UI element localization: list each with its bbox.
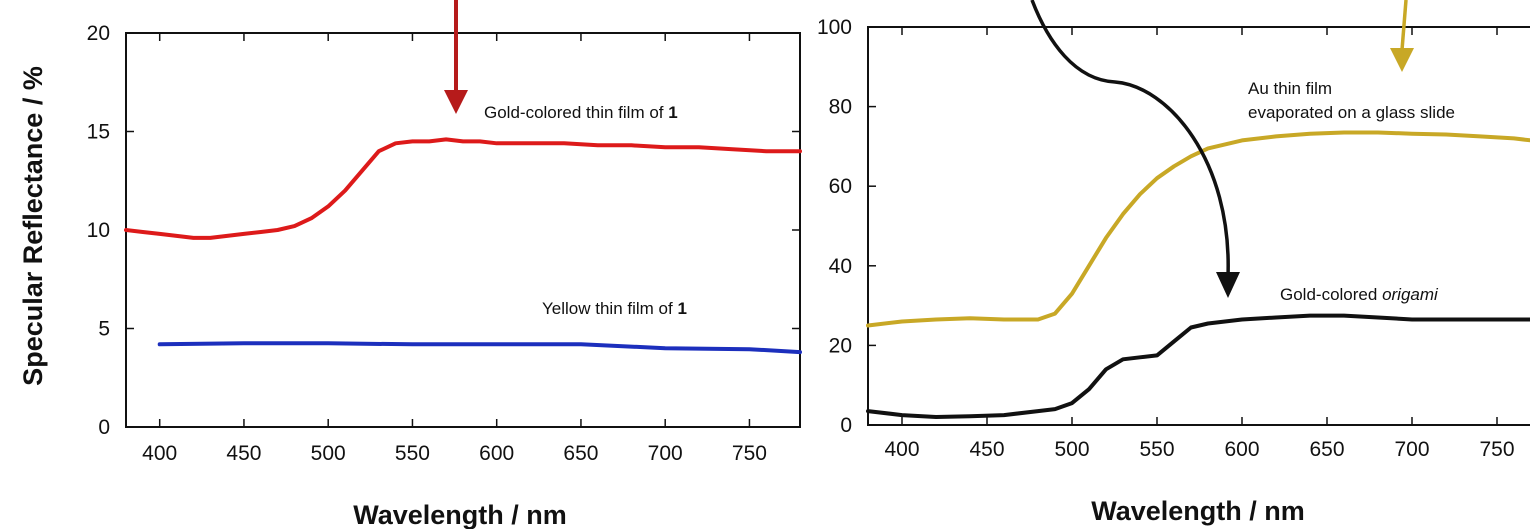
left-y-tick-label: 20 (87, 22, 110, 45)
right-y-tick-label: 20 (829, 334, 852, 357)
right-x-tick-label: 650 (1309, 438, 1344, 461)
right-x-tick-label: 750 (1479, 438, 1514, 461)
left-x-tick-label: 650 (563, 442, 598, 465)
right-y-tick-label: 100 (817, 16, 852, 39)
left-ticks: 400 450 500 550 600 650 700 750 0 5 10 15 20 (87, 22, 800, 465)
right-gold-arrow (1400, 0, 1408, 51)
right-series (866, 130, 1530, 419)
left-x-tick-label: 700 (648, 442, 683, 465)
right-x-tick-label: 500 (1054, 438, 1089, 461)
right-ticks: 400 450 500 550 600 650 700 750 0 20 40 60 80 100 (817, 16, 1515, 461)
right-series-line-1 (866, 313, 1530, 419)
left-x-tick-label: 500 (311, 442, 346, 465)
right-x-axis-title: Wavelength / nm (1091, 496, 1305, 526)
right-x-tick-label: 450 (969, 438, 1004, 461)
right-y-tick-label: 0 (840, 414, 852, 437)
left-red-arrowhead (444, 90, 468, 114)
right-plot-frame (867, 26, 1530, 426)
series-label-yellow-film: Yellow thin film of 1 (542, 299, 687, 318)
left-x-tick-label: 450 (226, 442, 261, 465)
left-x-tick-label: 400 (142, 442, 177, 465)
series-label-au-film-line1: Au thin film (1248, 79, 1332, 98)
left-x-tick-label: 550 (395, 442, 430, 465)
right-y-tick-label: 60 (829, 175, 852, 198)
left-y-tick-label: 10 (87, 219, 110, 242)
left-y-tick-label: 5 (98, 318, 110, 341)
right-black-arrowhead (1216, 272, 1240, 298)
left-x-tick-label: 600 (479, 442, 514, 465)
right-panel: 400 450 500 550 600 650 700 750 0 20 40 60 80 100 Au … (817, 0, 1530, 526)
left-y-tick-label: 15 (87, 121, 110, 144)
left-y-axis-title: Specular Reflectance / % (18, 66, 48, 386)
series-label-au-film-line2: evaporated on a glass slide (1248, 103, 1455, 122)
right-y-tick-label: 80 (829, 96, 852, 119)
left-x-axis-title: Wavelength / nm (353, 500, 567, 529)
series-label-origami: Gold-colored origami (1280, 285, 1439, 304)
left-series-line-1 (157, 341, 802, 355)
right-black-arrow (1030, 0, 1230, 277)
left-series (124, 137, 802, 355)
left-series-line-0 (124, 137, 802, 240)
left-y-tick-label: 0 (98, 416, 110, 439)
right-x-tick-label: 700 (1394, 438, 1429, 461)
left-panel: 400 450 500 550 600 650 700 750 0 5 10 15 20 Gold-co… (18, 0, 802, 529)
right-series-line-0 (866, 130, 1530, 328)
right-gold-arrowhead (1390, 48, 1414, 72)
right-x-tick-label: 400 (884, 438, 919, 461)
right-y-tick-label: 40 (829, 255, 852, 278)
left-x-tick-label: 750 (732, 442, 767, 465)
right-x-tick-label: 550 (1139, 438, 1174, 461)
series-label-gold-film: Gold-colored thin film of 1 (484, 103, 678, 122)
right-x-tick-label: 600 (1224, 438, 1259, 461)
